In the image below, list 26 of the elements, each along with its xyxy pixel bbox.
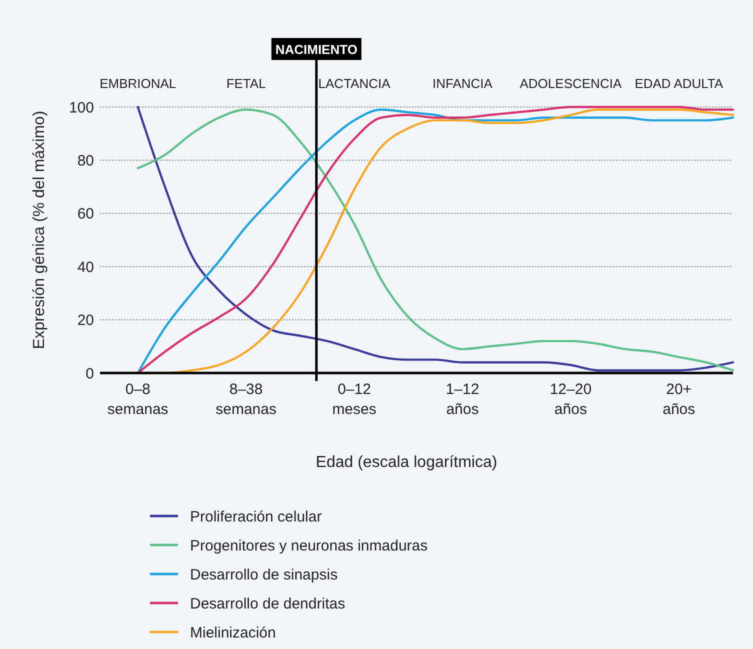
x-tick-label: 12–20 años — [550, 381, 592, 418]
text: FETAL — [226, 76, 266, 91]
y-axis-title: Expresión génica (% del máximo) — [31, 110, 48, 350]
x-tick-label: 8–38 semanas — [216, 381, 277, 418]
text: INFANCIA — [432, 76, 493, 91]
y-tick-label: 0 — [86, 365, 94, 382]
legend-label: Proliferación celular — [190, 508, 322, 526]
legend-label: Progenitores y neuronas inmaduras — [190, 537, 428, 554]
legend-label: Mielinización — [190, 624, 276, 642]
y-tick-label: 40 — [77, 258, 94, 276]
y-tick-label: 60 — [77, 206, 94, 223]
text: EDAD ADULTA — [634, 76, 724, 91]
y-tick-label: 100 — [68, 99, 94, 116]
x-tick-label: 0–8 semanas — [107, 381, 168, 418]
x-tick-label: 1–12 años — [446, 381, 480, 418]
x-axis-title: Edad (escala logarítmica) — [316, 454, 498, 471]
legend-label: Desarrollo de sinapsis — [190, 566, 338, 584]
text: NACIMIENTO — [275, 42, 358, 57]
text: ADOLESCENCIA — [520, 76, 622, 91]
y-tick-label: 20 — [77, 312, 94, 330]
x-tick-label: 0–12 meses — [332, 381, 376, 418]
text: EMBRIONAL — [100, 76, 176, 91]
legend-label: Desarrollo de dendritas — [190, 595, 346, 612]
y-tick-label: 80 — [77, 152, 94, 170]
x-tick-label: 20+ años — [662, 381, 696, 418]
text: LACTANCIA — [318, 76, 391, 91]
